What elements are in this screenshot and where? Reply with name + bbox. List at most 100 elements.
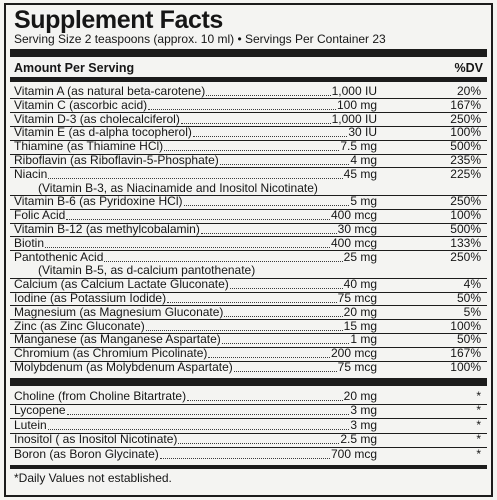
nutrient-row: Vitamin D-3 (as cholecalciferol) 1,000 IU… [14, 111, 491, 127]
dotted-leader [224, 315, 343, 317]
daily-value: * [476, 432, 481, 447]
daily-value: 235% [450, 153, 481, 167]
nutrient-row: Calcium (as Calcium Lactate Gluconate) 40… [14, 277, 491, 292]
dotted-leader [200, 233, 337, 234]
ingredient-name: Riboflavin (as Riboflavin-5-Phosphate) [14, 153, 219, 167]
daily-value: 225% [450, 166, 481, 181]
daily-value: 250% [450, 194, 481, 209]
other-ingredient-row: Inositol ( as Inositol Nicotinate) 2.5 mg… [14, 432, 491, 447]
nutrient-row: Vitamin B-12 (as methylcobalamin) 30 mcg 5… [14, 222, 491, 237]
nutrient-row: Folic Acid 400 mcg 100% [14, 208, 491, 223]
row-divider [10, 319, 487, 321]
ingredient-name: Vitamin A (as natural beta-carotene) [14, 84, 206, 98]
panel-title: Supplement Facts [14, 6, 223, 34]
row-divider [10, 98, 487, 100]
row-divider [10, 432, 487, 434]
daily-value: 167% [450, 97, 481, 112]
nutrient-row: Vitamin C (ascorbic acid) 100 mg 167% [14, 97, 491, 113]
row-divider [10, 305, 487, 307]
ingredient-name: Biotin [14, 235, 45, 250]
ingredient-amount: 75 mcg [337, 291, 377, 305]
ingredient-name: Magnesium (as Magnesium Gluconate) [14, 304, 224, 319]
ingredient-name: Niacin [14, 166, 48, 181]
row-divider [10, 208, 487, 210]
ingredient-name: Thiamine (as Thiamine HCl) [14, 139, 164, 154]
other-ingredient-row: Boron (as Boron Glycinate) 700 mcg * [14, 447, 491, 462]
ingredient-amount: 3 mg [350, 403, 377, 418]
ingredient-amount: 400 mcg [330, 208, 377, 223]
thick-divider-bottom [10, 465, 487, 469]
dotted-leader [178, 443, 340, 445]
ingredient-amount: 400 mcg [330, 235, 377, 250]
row-divider [10, 236, 487, 238]
ingredient-name: Inositol ( as Inositol Nicotinate) [14, 432, 178, 447]
nutrient-row: Vitamin E (as d-alpha tocopherol) 30 IU 10… [14, 126, 491, 140]
dotted-leader [192, 136, 348, 138]
ingredient-name: Molybdenum (as Molybdenum Aspartate) [14, 360, 233, 374]
serving-info: Serving Size 2 teaspoons (approx. 10 ml)… [14, 32, 386, 46]
row-divider [10, 447, 487, 449]
ingredient-amount: 20 mg [343, 389, 377, 403]
dotted-leader [208, 357, 330, 359]
ingredient-name: Folic Acid [14, 208, 66, 223]
ingredient-amount: 7.5 mg [340, 139, 377, 154]
ingredient-name: Vitamin B-12 (as methylcobalamin) [14, 222, 200, 236]
ingredient-amount: 5 mg [350, 194, 377, 209]
ingredient-amount: 4 mg [350, 153, 377, 167]
ingredient-name: (Vitamin B-5, as d-calcium pantothenate) [38, 263, 256, 278]
ingredient-amount: 100 mg [336, 97, 377, 112]
ingredient-amount: 40 mg [343, 277, 377, 292]
row-divider [10, 112, 487, 114]
ingredient-amount: 20 mg [343, 304, 377, 319]
ingredient-name: Vitamin D-3 (as cholecalciferol) [14, 111, 180, 126]
nutrient-row: Riboflavin (as Riboflavin-5-Phosphate) 4 … [14, 153, 491, 168]
row-divider [10, 139, 487, 141]
row-divider [10, 125, 487, 127]
other-ingredient-row: Choline (from Choline Bitartrate) 20 mg * [14, 389, 491, 404]
daily-value: 167% [450, 346, 481, 361]
dotted-leader [180, 122, 331, 124]
dotted-leader [45, 246, 330, 248]
row-divider [10, 167, 487, 169]
daily-value: 100% [450, 208, 481, 223]
ingredient-amount: 1,000 IU [331, 84, 377, 98]
ingredient-amount: 1,000 IU [331, 111, 377, 126]
nutrient-row: Magnesium (as Magnesium Gluconate) 20 mg 5… [14, 304, 491, 320]
dotted-leader [164, 150, 340, 152]
nutrient-row: Vitamin A (as natural beta-carotene) 1,00… [14, 84, 491, 99]
medium-divider [10, 77, 487, 82]
row-divider [10, 153, 487, 155]
nutrient-row: Thiamine (as Thiamine HCl) 7.5 mg 500% [14, 139, 491, 154]
ingredient-amount: 2.5 mg [340, 432, 377, 447]
nutrient-row: Niacin 45 mg 225% [14, 166, 491, 182]
row-divider [10, 291, 487, 293]
ingredient-name: Calcium (as Calcium Lactate Gluconate) [14, 277, 229, 292]
amount-per-serving-header: Amount Per Serving [14, 61, 135, 75]
dv-header: %DV [454, 61, 483, 75]
ingredient-name: Lycopene [14, 403, 66, 418]
row-divider [10, 346, 487, 348]
row-divider [10, 418, 487, 420]
daily-value: 5% [463, 304, 481, 319]
ingredient-name: Vitamin E (as d-alpha tocopherol) [14, 125, 192, 140]
daily-value: * [476, 403, 481, 418]
ingredient-name: Vitamin B-6 (as Pyridoxine HCl) [14, 194, 183, 209]
dotted-leader [229, 288, 343, 290]
row-divider [10, 194, 487, 196]
daily-value: 250% [450, 249, 481, 264]
dotted-leader [187, 400, 343, 401]
ingredient-name: Pantothenic Acid [14, 249, 104, 264]
dotted-leader [167, 302, 337, 303]
dotted-leader [47, 428, 350, 430]
ingredient-name: Manganese (as Manganese Aspartate) [14, 332, 221, 347]
nutrient-row: Pantothenic Acid 25 mg 250% [14, 249, 491, 265]
nutrient-row: Molybdenum (as Molybdenum Aspartate) 75 m… [14, 360, 491, 375]
dotted-leader [233, 371, 337, 372]
daily-value: 133% [450, 235, 481, 250]
nutrient-row: Zinc (as Zinc Gluconate) 15 mg 100% [14, 319, 491, 334]
ingredient-name: Vitamin C (ascorbic acid) [14, 97, 148, 112]
nutrient-row: Vitamin B-6 (as Pyridoxine HCl) 5 mg 250% [14, 195, 491, 209]
row-divider [10, 360, 487, 362]
dotted-leader [145, 329, 343, 331]
footnote: *Daily Values not established. [14, 471, 172, 485]
